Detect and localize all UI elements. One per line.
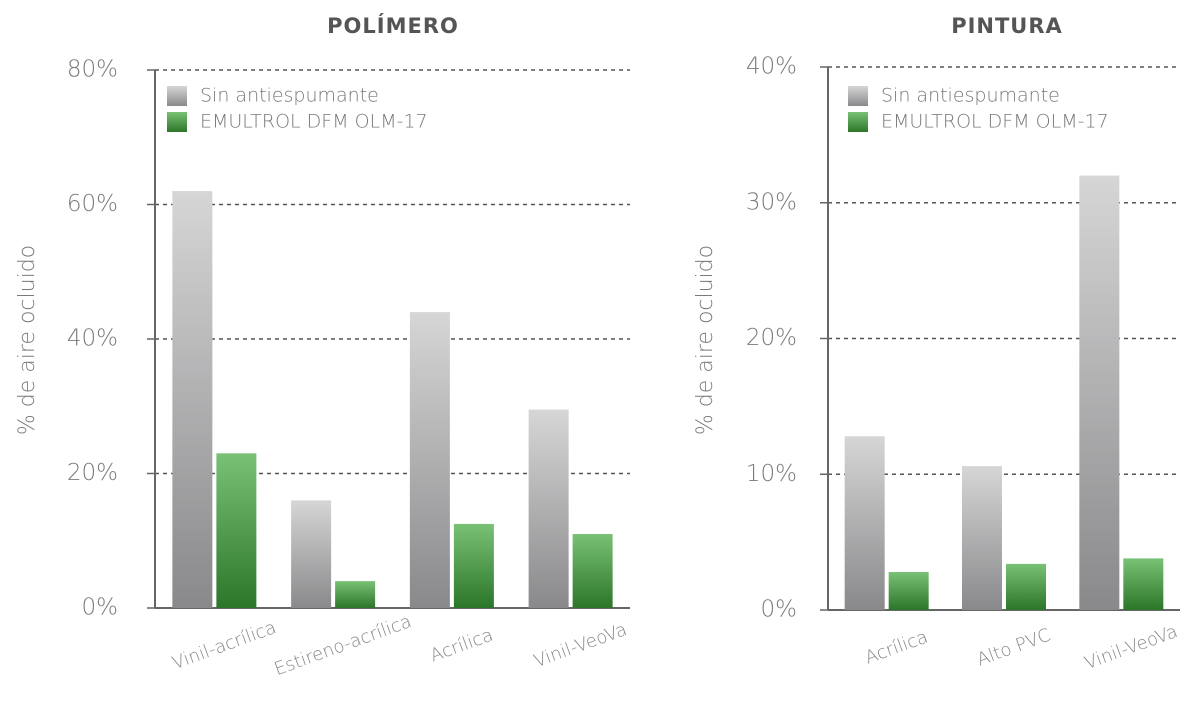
bar: [572, 534, 613, 608]
bar: [1123, 558, 1164, 610]
bar: [216, 453, 257, 608]
y-tick-label: 20%: [746, 325, 797, 351]
legend-label: Sin antiespumante: [200, 85, 379, 107]
x-tick-label: Vinil-acrílica: [169, 617, 279, 674]
legend-swatch: [848, 112, 868, 132]
bar: [528, 409, 569, 608]
y-tick-label: 0%: [761, 597, 798, 623]
y-tick-label: 10%: [746, 461, 797, 487]
legend-label: EMULTROL DFM OLM-17: [200, 111, 428, 133]
legend-swatch: [167, 112, 187, 132]
legend-label: Sin antiespumante: [881, 85, 1060, 107]
x-tick-label: Vinil-VeoVa: [1082, 621, 1181, 674]
bar: [1079, 175, 1120, 610]
y-tick-label: 30%: [746, 189, 797, 215]
x-tick-label: Estireno-acrílica: [272, 611, 415, 680]
y-tick-label: 0%: [82, 595, 119, 621]
bar: [844, 436, 885, 610]
bar: [291, 500, 332, 608]
legend-swatch: [167, 86, 187, 106]
bar: [172, 191, 213, 609]
y-tick-label: 80%: [67, 57, 118, 83]
x-tick-label: Alto PVC: [974, 625, 1053, 671]
legend-swatch: [848, 86, 868, 106]
y-tick-label: 40%: [67, 326, 118, 352]
bar: [409, 312, 450, 608]
chart-title: PINTURA: [951, 14, 1063, 38]
y-tick-label: 60%: [67, 191, 118, 217]
x-tick-label: Acrílica: [427, 625, 495, 667]
y-axis-label: % de aire ocluido: [15, 245, 40, 435]
bar: [453, 523, 494, 608]
bar: [962, 466, 1002, 610]
bar: [335, 581, 376, 608]
bar: [888, 571, 929, 610]
y-tick-label: 40%: [746, 54, 797, 80]
x-tick-label: Vinil-VeoVa: [531, 619, 630, 672]
y-axis-label: % de aire ocluido: [693, 245, 718, 435]
bar: [1006, 563, 1046, 610]
y-tick-label: 20%: [67, 460, 118, 486]
chart-title: POLÍMERO: [327, 13, 459, 38]
legend-label: EMULTROL DFM OLM-17: [881, 111, 1109, 133]
x-tick-label: Acrílica: [862, 627, 930, 669]
